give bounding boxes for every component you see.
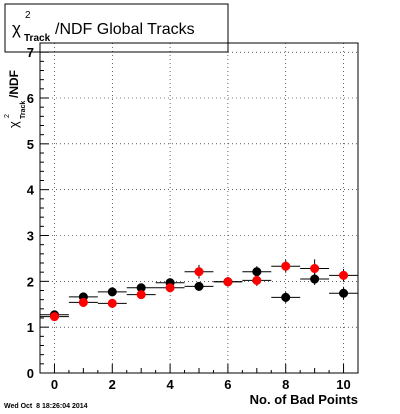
data-point [165, 283, 175, 293]
title-box [4, 3, 229, 53]
timestamp: Wed Oct 8 18:26:04 2014 [4, 403, 88, 410]
y-tick-label: 4 [27, 183, 35, 198]
ylabel-sup: 2 [4, 114, 11, 118]
data-point [107, 287, 117, 297]
chart-title: χ 2 Track /NDF Global Tracks [4, 3, 229, 53]
title-sup: 2 [25, 10, 31, 21]
y-axis-label: χ 2 Track /NDF [4, 70, 27, 128]
y-tick-label: 2 [27, 274, 34, 289]
y-tick-label: 0 [27, 366, 34, 381]
ylabel-symbol: χ [6, 121, 21, 128]
x-tick-label: 8 [282, 377, 289, 392]
data-point [252, 275, 262, 285]
data-point [78, 297, 88, 307]
ylabel-sub: Track [20, 101, 27, 119]
title-text: /NDF Global Tracks [55, 21, 195, 38]
x-axis-label: No. of Bad Points [250, 392, 358, 407]
data-point [338, 288, 349, 298]
y-tick-label: 5 [27, 137, 34, 152]
y-tick-label: 6 [27, 91, 34, 106]
x-tick-label: 6 [224, 377, 231, 392]
data-point [223, 277, 233, 287]
y-tick-label: 1 [27, 320, 34, 335]
axes: 0 2 4 6 8 10 0 1 2 3 4 5 6 7 [27, 42, 359, 392]
data-point [338, 270, 349, 280]
data-point [281, 292, 291, 302]
data-point [194, 281, 204, 291]
series-layer [40, 259, 358, 322]
ylabel-text: /NDF [7, 70, 21, 98]
title-sub: Track [24, 33, 51, 44]
y-tick-label: 3 [27, 229, 34, 244]
y-tick-label: 7 [27, 45, 34, 60]
data-point [194, 267, 204, 277]
title-symbol: χ [12, 19, 21, 38]
data-point [107, 298, 117, 308]
data-point [252, 267, 262, 277]
x-tick-label: 2 [109, 377, 116, 392]
data-point [49, 312, 60, 322]
x-tick-label: 4 [166, 377, 174, 392]
plot-frame [39, 42, 359, 374]
data-point [310, 263, 320, 274]
series-2 [40, 259, 358, 322]
data-point [136, 290, 146, 300]
x-tick-label: 0 [51, 377, 58, 392]
grid [40, 43, 358, 374]
data-point [281, 261, 291, 271]
x-tick-label: 10 [336, 377, 350, 392]
